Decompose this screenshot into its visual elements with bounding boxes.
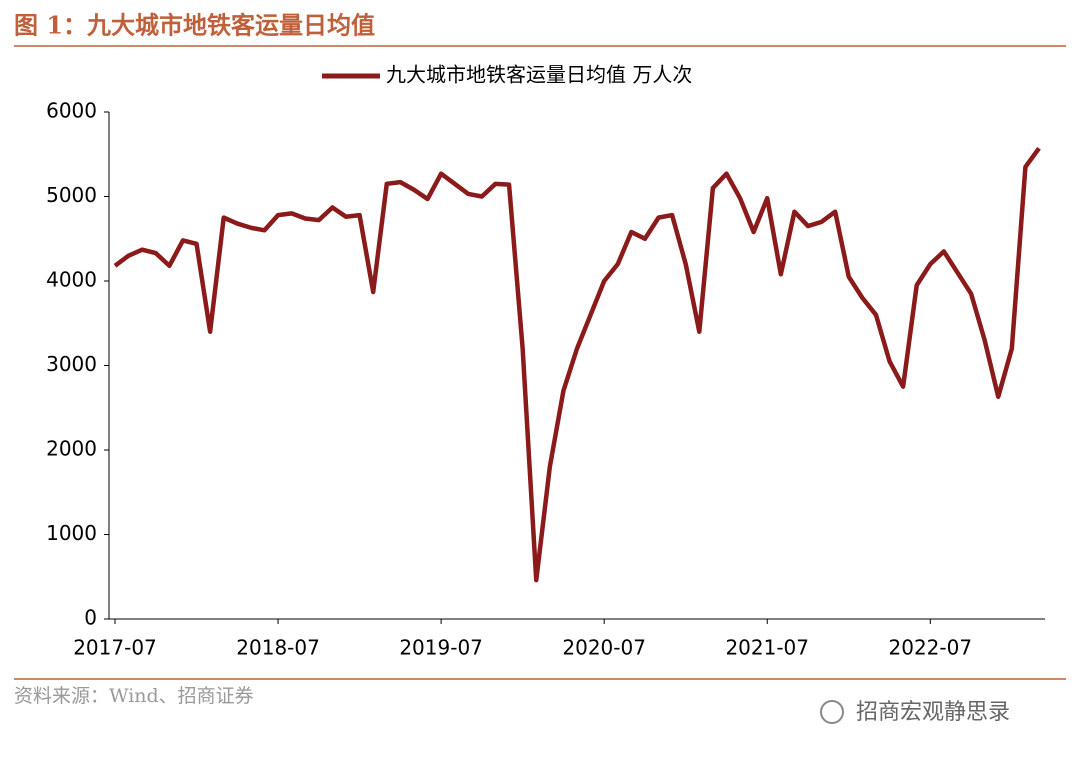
x-tick-label: 2019-07 <box>399 636 483 660</box>
x-tick-label: 2017-07 <box>73 636 157 660</box>
y-tick-label: 5000 <box>46 183 97 207</box>
x-tick-label: 2021-07 <box>725 636 809 660</box>
x-tick-label: 2022-07 <box>889 636 973 660</box>
y-tick-label: 4000 <box>46 268 97 292</box>
line <box>113 147 1041 583</box>
watermark-icon <box>820 700 844 724</box>
figure-title: 图 1：九大城市地铁客运量日均值 <box>14 11 375 40</box>
y-tick-label: 1000 <box>46 521 97 545</box>
y-tick-label: 3000 <box>46 352 97 376</box>
legend-label: 九大城市地铁客运量日均值 万人次 <box>386 63 692 87</box>
watermark: 招商宏观静思录 <box>856 700 1010 725</box>
y-tick-label: 0 <box>84 606 97 630</box>
x-tick-label: 2020-07 <box>562 636 646 660</box>
x-tick-label: 2018-07 <box>236 636 320 660</box>
y-tick-label: 2000 <box>46 437 97 461</box>
source-note: 资料来源：Wind、招商证券 <box>14 685 254 707</box>
y-tick-label: 6000 <box>46 99 97 123</box>
